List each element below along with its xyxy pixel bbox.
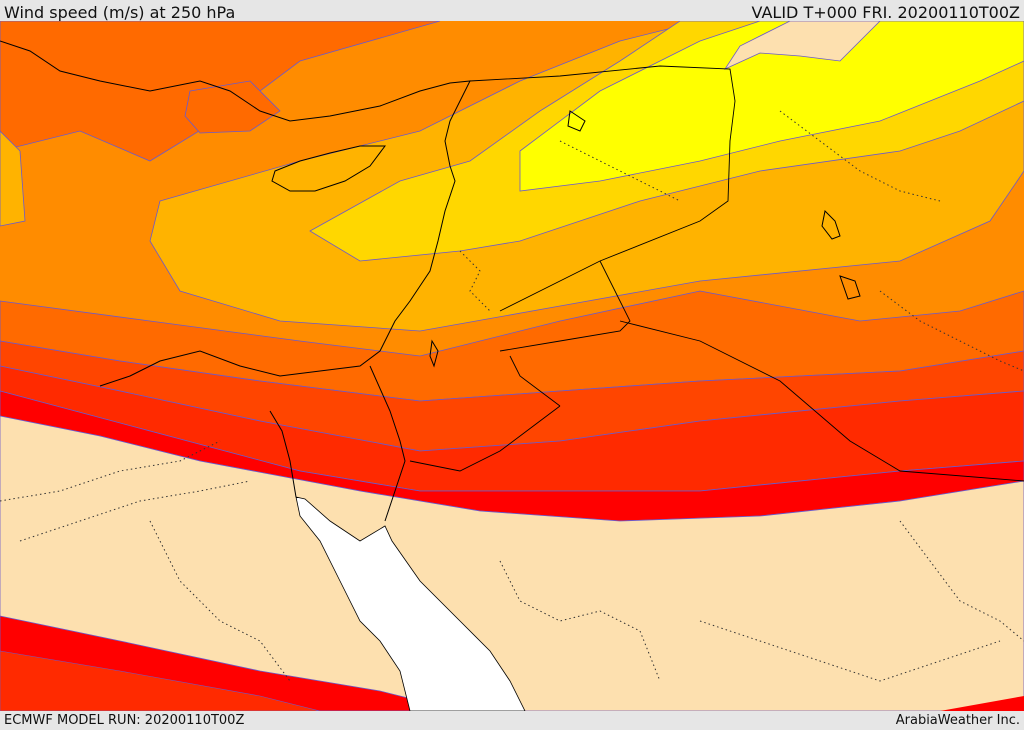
coastline-assad-lake	[567, 110, 586, 132]
border-iraq-saudi	[619, 320, 1024, 482]
coastline-cyprus	[271, 145, 386, 192]
calm-patch-north	[723, 21, 881, 70]
border-jordan-saudi	[499, 260, 631, 352]
coastline-mediterranean	[0, 40, 471, 387]
border-syria-iraq	[469, 65, 736, 312]
border-egypt-sinai	[409, 405, 561, 472]
calm-region-south	[0, 415, 1024, 711]
coastline-gulf-suez	[269, 410, 297, 498]
border-saudi-west	[509, 355, 561, 407]
model-run: ECMWF MODEL RUN: 20200110T00Z	[4, 713, 245, 728]
footer-bar: ECMWF MODEL RUN: 20200110T00Z ArabiaWeat…	[0, 711, 1024, 729]
header-bar: Wind speed (m/s) at 250 hPa VALID T+000 …	[0, 0, 1024, 22]
coastline-iraq-lakes	[821, 209, 861, 300]
band-red-southeast	[940, 696, 1024, 711]
band-yellow	[519, 21, 1024, 192]
credit: ArabiaWeather Inc.	[895, 713, 1020, 728]
admin-boundaries	[0, 110, 1024, 682]
map-title: Wind speed (m/s) at 250 hPa	[4, 3, 236, 22]
valid-time: VALID T+000 FRI. 20200110T00Z	[751, 3, 1020, 22]
wind-speed-map[interactable]	[0, 21, 1024, 711]
coastline-sinai	[369, 365, 406, 522]
band-orange-west-cut	[0, 130, 26, 227]
band-orange-red-south	[0, 650, 321, 711]
red-sea	[295, 496, 526, 711]
band-dark-orange-blob	[184, 80, 281, 134]
coastline-dead-sea	[429, 339, 439, 368]
